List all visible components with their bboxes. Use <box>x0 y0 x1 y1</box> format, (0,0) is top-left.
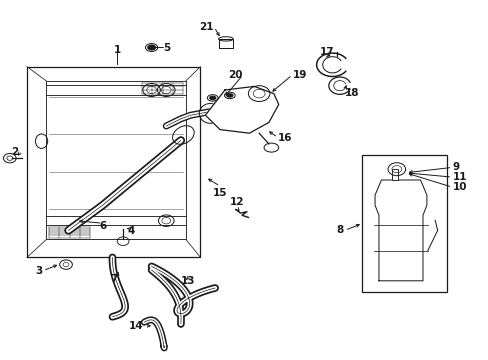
Text: 4: 4 <box>127 226 135 236</box>
Text: 11: 11 <box>451 172 466 182</box>
Text: 2: 2 <box>11 147 18 157</box>
Text: 18: 18 <box>344 88 359 98</box>
Text: 3: 3 <box>36 266 43 276</box>
Text: 17: 17 <box>319 47 333 57</box>
Ellipse shape <box>147 45 155 50</box>
Text: 7: 7 <box>110 274 117 284</box>
Ellipse shape <box>209 96 215 100</box>
Text: 8: 8 <box>335 225 343 235</box>
Text: 6: 6 <box>99 221 106 231</box>
Bar <box>391 169 397 180</box>
Text: 9: 9 <box>451 162 459 172</box>
Text: 14: 14 <box>129 321 143 331</box>
Polygon shape <box>205 86 278 133</box>
Ellipse shape <box>226 94 232 97</box>
Text: 20: 20 <box>228 70 243 80</box>
Bar <box>27 67 200 257</box>
Text: 13: 13 <box>181 276 195 287</box>
Text: 1: 1 <box>114 45 121 55</box>
Text: 12: 12 <box>229 197 244 207</box>
Text: 16: 16 <box>277 132 292 143</box>
Text: 21: 21 <box>198 22 213 32</box>
Bar <box>46 81 185 239</box>
Text: 15: 15 <box>212 188 227 198</box>
Bar <box>218 39 233 48</box>
Polygon shape <box>374 180 426 281</box>
Bar <box>361 155 447 292</box>
Text: 5: 5 <box>163 42 170 53</box>
Text: 10: 10 <box>451 182 466 192</box>
Text: 19: 19 <box>292 70 306 80</box>
